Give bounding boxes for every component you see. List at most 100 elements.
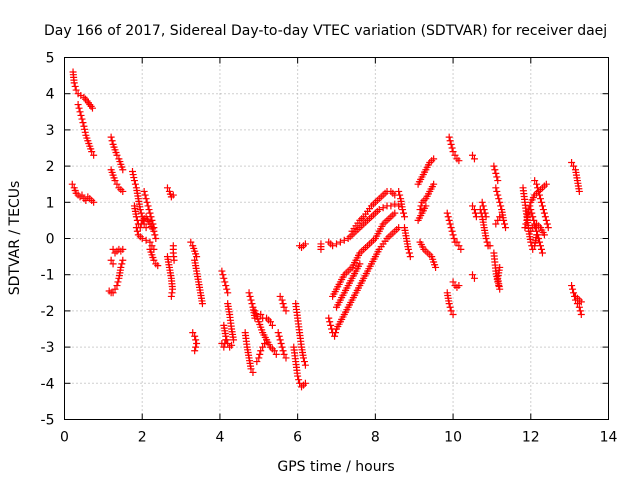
data-point [526, 202, 534, 210]
data-point [113, 180, 121, 188]
data-point [132, 213, 140, 221]
data-point [142, 195, 150, 203]
data-point [336, 238, 344, 246]
data-point [74, 101, 82, 109]
data-point [142, 236, 150, 244]
data-point [492, 169, 500, 177]
data-point [143, 198, 151, 206]
data-point [478, 198, 486, 206]
data-point [169, 191, 177, 199]
data-point [327, 321, 335, 329]
data-point [117, 263, 125, 271]
data-point [88, 104, 96, 112]
data-point [527, 238, 535, 246]
data-point [447, 307, 455, 315]
data-point [445, 300, 453, 308]
data-point [259, 343, 267, 351]
data-point [443, 209, 451, 217]
y-tick-label: 4 [46, 87, 55, 103]
data-point [152, 235, 160, 242]
data-point [108, 137, 116, 145]
data-point [224, 289, 232, 297]
data-point [449, 231, 457, 239]
data-point [537, 245, 545, 253]
data-point [495, 195, 503, 203]
data-point [570, 289, 578, 297]
data-point [570, 162, 578, 170]
data-point [482, 235, 490, 242]
data-point [299, 354, 307, 362]
data-point [137, 209, 145, 217]
data-point [68, 180, 76, 188]
data-point [317, 240, 325, 248]
data-point [119, 166, 127, 174]
data-point [222, 282, 230, 290]
data-point [502, 224, 510, 232]
data-point [486, 242, 494, 250]
data-point [280, 350, 288, 358]
data-point [470, 155, 478, 163]
data-point [219, 271, 227, 279]
data-point [130, 174, 138, 182]
data-point [150, 224, 158, 232]
data-point [449, 148, 457, 156]
data-point [144, 202, 152, 210]
data-point [469, 151, 476, 159]
data-point [141, 191, 149, 199]
data-point [90, 198, 98, 206]
data-point [301, 379, 309, 387]
data-point [493, 173, 501, 181]
data-point [90, 151, 98, 159]
data-point [133, 227, 141, 235]
data-point [276, 336, 284, 344]
data-point [222, 336, 230, 344]
data-point [447, 140, 455, 148]
data-point [77, 111, 85, 119]
data-point [401, 213, 408, 221]
data-point [148, 242, 156, 250]
data-point [148, 216, 156, 224]
data-point [329, 242, 337, 250]
data-point [109, 289, 117, 297]
data-point [432, 263, 440, 271]
data-point [451, 151, 459, 159]
data-point [71, 82, 79, 90]
data-point [76, 108, 84, 116]
data-point [187, 238, 195, 246]
data-point [113, 151, 121, 159]
data-point [279, 347, 287, 355]
data-point [249, 368, 257, 376]
data-point [218, 267, 226, 275]
data-point [492, 220, 500, 228]
data-point [170, 256, 178, 264]
data-point [531, 177, 539, 185]
data-point [145, 206, 153, 214]
data-point [163, 184, 171, 192]
data-point [247, 365, 255, 373]
data-point [193, 253, 201, 261]
data-point [151, 231, 159, 239]
data-point [111, 177, 119, 185]
data-point [445, 216, 453, 224]
data-point [527, 206, 535, 214]
data-point [482, 213, 490, 221]
data-point [542, 180, 550, 188]
data-point [147, 213, 155, 221]
data-point [494, 177, 502, 185]
data-point [422, 202, 430, 210]
data-point [455, 157, 463, 165]
data-point [457, 245, 465, 253]
data-point [540, 231, 548, 239]
data-point [119, 187, 127, 195]
data-point [137, 220, 145, 228]
data-point [405, 249, 413, 257]
data-point [445, 133, 453, 141]
data-point [325, 314, 333, 322]
data-point [455, 282, 463, 290]
data-point [301, 361, 309, 369]
data-point [279, 300, 287, 308]
data-point [70, 79, 78, 87]
data-point [444, 213, 452, 221]
data-point [375, 206, 383, 214]
